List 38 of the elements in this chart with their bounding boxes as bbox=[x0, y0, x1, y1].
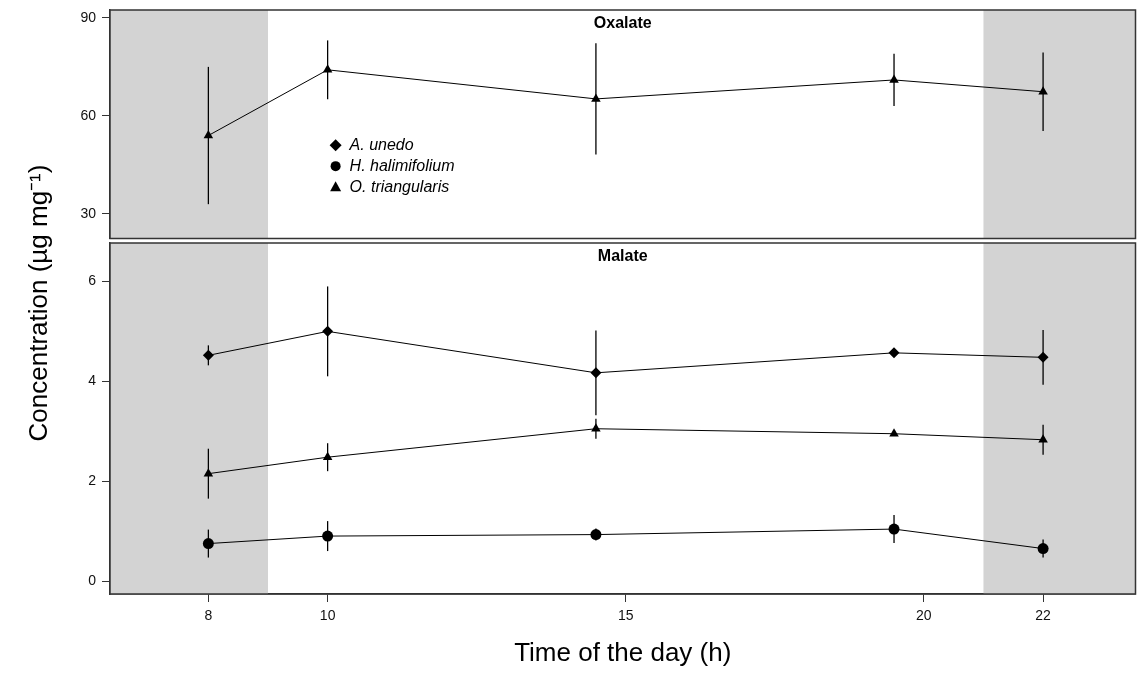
point bbox=[322, 451, 333, 460]
chart-title: Oxalate bbox=[593, 14, 652, 32]
x-tick-label: 20 bbox=[916, 607, 932, 624]
point bbox=[1037, 543, 1049, 555]
point bbox=[202, 349, 214, 361]
y-tick-label: 4 bbox=[88, 372, 97, 389]
legend-label: H. halimifolium bbox=[349, 156, 455, 174]
point bbox=[590, 367, 602, 379]
point bbox=[888, 347, 900, 359]
point bbox=[202, 538, 214, 550]
x-tick-label: 22 bbox=[1035, 607, 1052, 624]
y-tick-label: 30 bbox=[80, 204, 97, 221]
point bbox=[889, 74, 899, 83]
point bbox=[203, 130, 214, 139]
point bbox=[1038, 86, 1048, 95]
y-axis-title: Concentration (µg mg⁻¹) bbox=[22, 164, 54, 442]
legend-label: O. triangularis bbox=[349, 177, 450, 195]
point bbox=[591, 93, 601, 102]
x-tick-label: 15 bbox=[617, 607, 634, 624]
legend-label: A. unedo bbox=[348, 135, 414, 153]
x-tick-label: 10 bbox=[319, 607, 336, 624]
point bbox=[322, 530, 334, 542]
point bbox=[1038, 434, 1048, 443]
point bbox=[591, 423, 601, 432]
point bbox=[590, 529, 602, 541]
y-tick-label: 60 bbox=[80, 106, 97, 123]
y-tick-label: 90 bbox=[80, 8, 97, 25]
y-tick-label: 0 bbox=[88, 571, 97, 588]
y-tick-label: 6 bbox=[88, 272, 97, 289]
chart-title: Malate bbox=[597, 247, 648, 265]
y-tick-label: 2 bbox=[88, 472, 97, 489]
point bbox=[203, 468, 214, 477]
x-tick-label: 8 bbox=[204, 607, 213, 624]
point bbox=[322, 325, 334, 337]
point bbox=[888, 523, 900, 535]
point bbox=[322, 64, 333, 73]
point bbox=[1037, 351, 1049, 363]
x-axis-title: Time of the day (h) bbox=[514, 636, 732, 667]
